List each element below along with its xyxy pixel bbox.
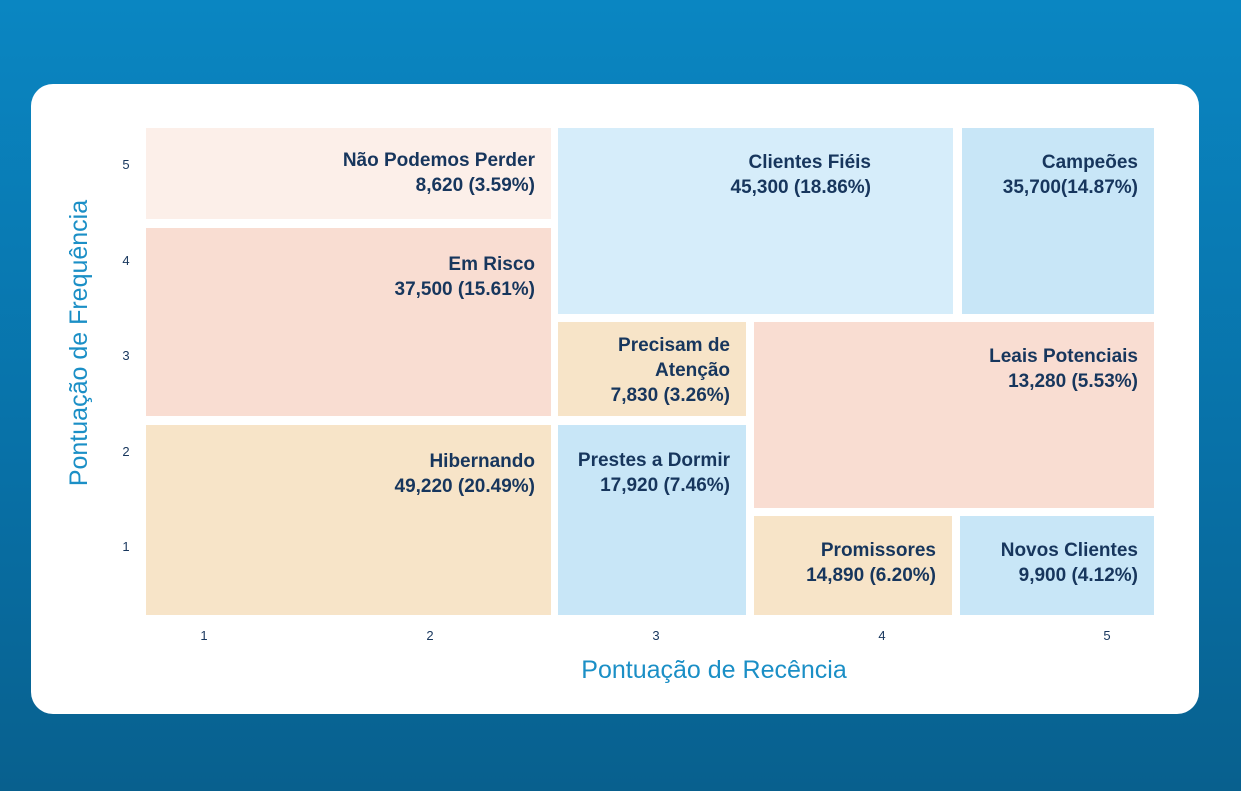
segment-value: 17,920 (7.46%) <box>600 475 730 496</box>
segment-precisam-de-atencao: Precisam de Atenção 7,830 (3.26%) <box>558 322 746 416</box>
segment-novos-clientes: Novos Clientes 9,900 (4.12%) <box>960 516 1154 615</box>
y-tick-4: 4 <box>122 253 130 268</box>
segment-label: Clientes Fiéis <box>748 152 872 173</box>
y-tick-2: 2 <box>122 444 130 459</box>
x-tick-5: 5 <box>1103 628 1111 643</box>
segment-value: 7,830 (3.26%) <box>610 385 730 406</box>
y-tick-3: 3 <box>122 348 130 363</box>
segment-label-line-2: Atenção <box>655 360 730 381</box>
segment-label: Prestes a Dormir <box>577 450 730 471</box>
segment-hibernando: Hibernando 49,220 (20.49%) <box>146 425 551 615</box>
segment-label: Campeões <box>1041 152 1138 173</box>
segment-clientes-fieis: Clientes Fiéis 45,300 (18.86%) <box>558 128 953 314</box>
segment-value: 35,700(14.87%) <box>1002 177 1138 198</box>
segment-promissores: Promissores 14,890 (6.20%) <box>754 516 952 615</box>
segment-value: 9,900 (4.12%) <box>1018 565 1138 586</box>
x-tick-4: 4 <box>878 628 886 643</box>
segment-leais-potenciais: Leais Potenciais 13,280 (5.53%) <box>754 322 1154 508</box>
segment-value: 8,620 (3.59%) <box>415 175 535 196</box>
segment-prestes-a-dormir: Prestes a Dormir 17,920 (7.46%) <box>558 425 746 615</box>
segment-em-risco: Em Risco 37,500 (15.61%) <box>146 228 551 416</box>
segment-label: Leais Potenciais <box>989 346 1138 367</box>
segment-campeoes: Campeões 35,700(14.87%) <box>962 128 1154 314</box>
y-tick-5: 5 <box>122 157 130 172</box>
segment-label: Promissores <box>820 540 936 561</box>
segment-label-line-1: Precisam de <box>618 335 730 356</box>
x-tick-2: 2 <box>426 628 434 643</box>
y-axis-label: Pontuação de Frequência <box>65 199 93 487</box>
segment-value: 14,890 (6.20%) <box>806 565 936 586</box>
segment-label: Hibernando <box>429 451 535 472</box>
x-axis-label: Pontuação de Recência <box>581 656 847 684</box>
segment-label: Não Podemos Perder <box>342 150 535 171</box>
segment-value: 13,280 (5.53%) <box>1008 371 1138 392</box>
segment-label: Novos Clientes <box>1000 540 1138 561</box>
x-tick-1: 1 <box>200 628 208 643</box>
y-tick-1: 1 <box>122 539 130 554</box>
segment-value: 37,500 (15.61%) <box>394 279 536 300</box>
x-tick-3: 3 <box>652 628 660 643</box>
segment-nao-podemos-perder: Não Podemos Perder 8,620 (3.59%) <box>146 128 551 219</box>
segment-value: 45,300 (18.86%) <box>730 177 872 198</box>
segment-value: 49,220 (20.49%) <box>394 476 536 497</box>
segment-label: Em Risco <box>448 254 535 275</box>
